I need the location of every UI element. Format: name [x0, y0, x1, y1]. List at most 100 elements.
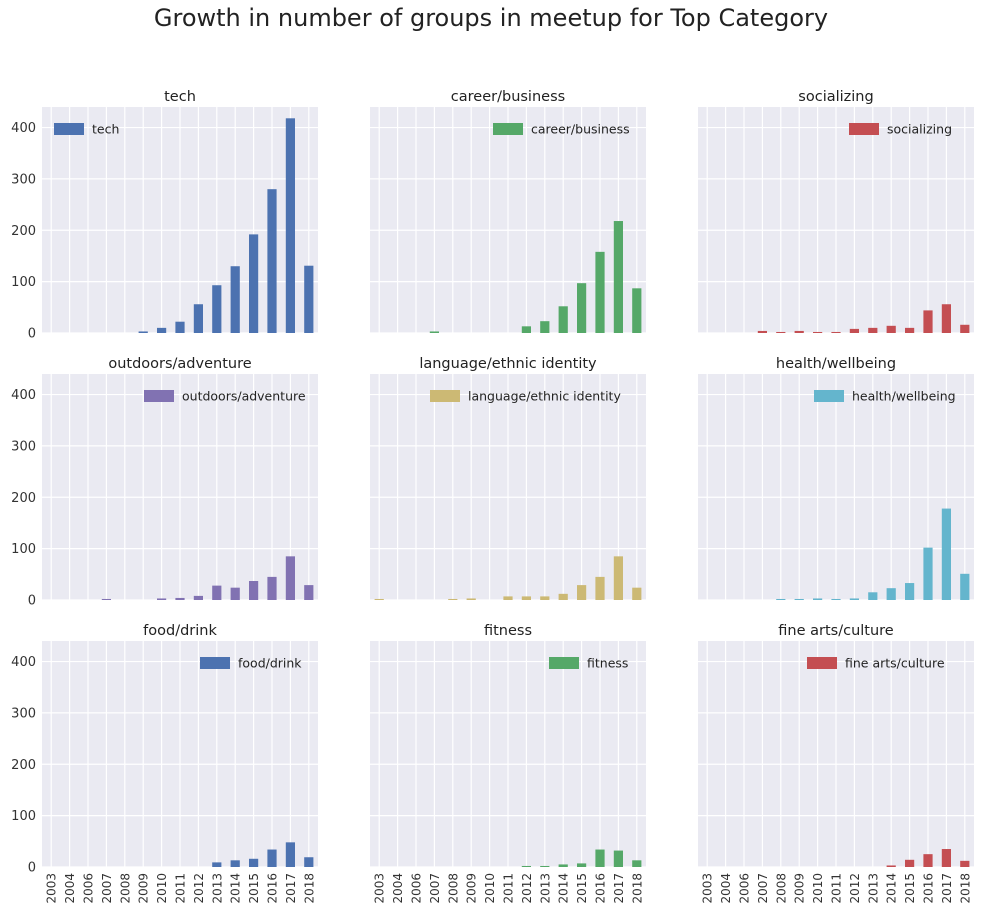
- panel-title: food/drink: [143, 623, 217, 639]
- x-tick-label: 2012: [192, 873, 206, 904]
- legend-label: health/wellbeing: [852, 389, 956, 404]
- x-tick-label: 2010: [483, 873, 497, 904]
- legend-label: tech: [92, 122, 119, 137]
- bar: [374, 598, 384, 600]
- x-tick-label: 2014: [885, 873, 899, 904]
- bar: [923, 547, 933, 600]
- bar: [613, 556, 623, 600]
- legend-label: fitness: [587, 656, 628, 671]
- bar: [157, 327, 167, 333]
- x-tick-label: 2004: [391, 873, 405, 904]
- x-tick-label: 2008: [774, 873, 788, 904]
- y-tick-label: 300: [11, 172, 36, 187]
- y-tick-label: 200: [11, 758, 36, 773]
- y-tick-label: 100: [11, 809, 36, 824]
- bar: [905, 327, 915, 333]
- bar: [230, 266, 240, 333]
- x-tick-label: 2013: [866, 873, 880, 904]
- bar: [448, 598, 458, 600]
- legend-swatch: [144, 390, 174, 402]
- x-tick-label: 2016: [922, 873, 936, 904]
- bar: [813, 331, 823, 333]
- panel-title: health/wellbeing: [776, 356, 896, 372]
- x-tick-label: 2003: [701, 873, 715, 904]
- x-tick-label: 2013: [538, 873, 552, 904]
- bar: [813, 598, 823, 600]
- legend-label: food/drink: [238, 656, 302, 671]
- panel-title: fine arts/culture: [778, 623, 894, 639]
- bar: [212, 862, 222, 867]
- bar: [304, 585, 314, 600]
- bar: [632, 587, 642, 600]
- x-tick-label: 2011: [830, 873, 844, 904]
- bar: [577, 863, 587, 867]
- bar: [941, 304, 951, 333]
- legend-swatch: [814, 390, 844, 402]
- bar: [941, 508, 951, 600]
- bar: [923, 310, 933, 333]
- bar: [577, 585, 587, 600]
- x-tick-label: 2008: [446, 873, 460, 904]
- bar: [503, 596, 513, 600]
- bar: [521, 865, 531, 867]
- bar: [230, 587, 240, 600]
- x-tick-label: 2004: [63, 873, 77, 904]
- x-tick-label: 2017: [284, 873, 298, 904]
- x-tick-label: 2015: [247, 873, 261, 904]
- x-tick-label: 2014: [229, 873, 243, 904]
- bar: [101, 598, 111, 600]
- panel-title: socializing: [798, 89, 873, 105]
- chart-panel: 0 100 200 300 400 outdoors/adventure outdoors/…: [11, 356, 318, 609]
- x-tick-label: 2014: [557, 873, 571, 904]
- bar: [960, 573, 970, 600]
- legend-swatch: [849, 123, 879, 135]
- y-tick-label: 400: [11, 388, 36, 403]
- bar: [905, 583, 915, 600]
- x-tick-label: 2018: [302, 873, 316, 904]
- bar: [267, 576, 277, 600]
- bar: [757, 330, 767, 333]
- legend-swatch: [200, 657, 230, 669]
- bar: [632, 288, 642, 333]
- bar: [212, 585, 222, 600]
- chart-panel: career/business career/business: [370, 89, 646, 334]
- bar: [595, 251, 605, 333]
- x-tick-label: 2006: [410, 873, 424, 904]
- bar: [794, 330, 804, 333]
- x-tick-label: 2004: [719, 873, 733, 904]
- bar: [849, 598, 859, 600]
- bar: [577, 283, 587, 333]
- bar: [429, 331, 439, 333]
- bar: [558, 864, 568, 867]
- bar: [794, 598, 804, 600]
- bar: [868, 592, 878, 600]
- y-tick-label: 300: [11, 439, 36, 454]
- bar: [613, 850, 623, 867]
- x-tick-label: 2009: [137, 873, 151, 904]
- chart-panel: socializing socializing: [698, 89, 974, 334]
- bar: [905, 859, 915, 867]
- y-tick-label: 400: [11, 121, 36, 136]
- x-tick-label: 2008: [118, 873, 132, 904]
- bar: [886, 325, 896, 333]
- x-tick-label: 2006: [82, 873, 96, 904]
- x-tick-label: 2011: [174, 873, 188, 904]
- legend-label: career/business: [531, 122, 630, 137]
- bar: [595, 849, 605, 867]
- x-tick-label: 2007: [428, 873, 442, 904]
- bar: [540, 596, 550, 600]
- chart-panel: 0 100 200 300 400 tech tech: [11, 89, 318, 342]
- panel-title: fitness: [484, 623, 532, 639]
- bar: [157, 598, 167, 600]
- bar: [558, 593, 568, 600]
- y-tick-label: 100: [11, 275, 36, 290]
- chart-panel: 2003 2004 2006 2007 2008 2009 2010 2011 2012 2013…: [370, 623, 646, 904]
- bar: [540, 865, 550, 867]
- x-tick-label: 2009: [793, 873, 807, 904]
- bar: [868, 327, 878, 333]
- x-tick-label: 2016: [266, 873, 280, 904]
- bar: [831, 598, 841, 600]
- x-tick-label: 2017: [612, 873, 626, 904]
- x-tick-label: 2015: [575, 873, 589, 904]
- figure-title: Growth in number of groups in meetup for…: [153, 4, 829, 32]
